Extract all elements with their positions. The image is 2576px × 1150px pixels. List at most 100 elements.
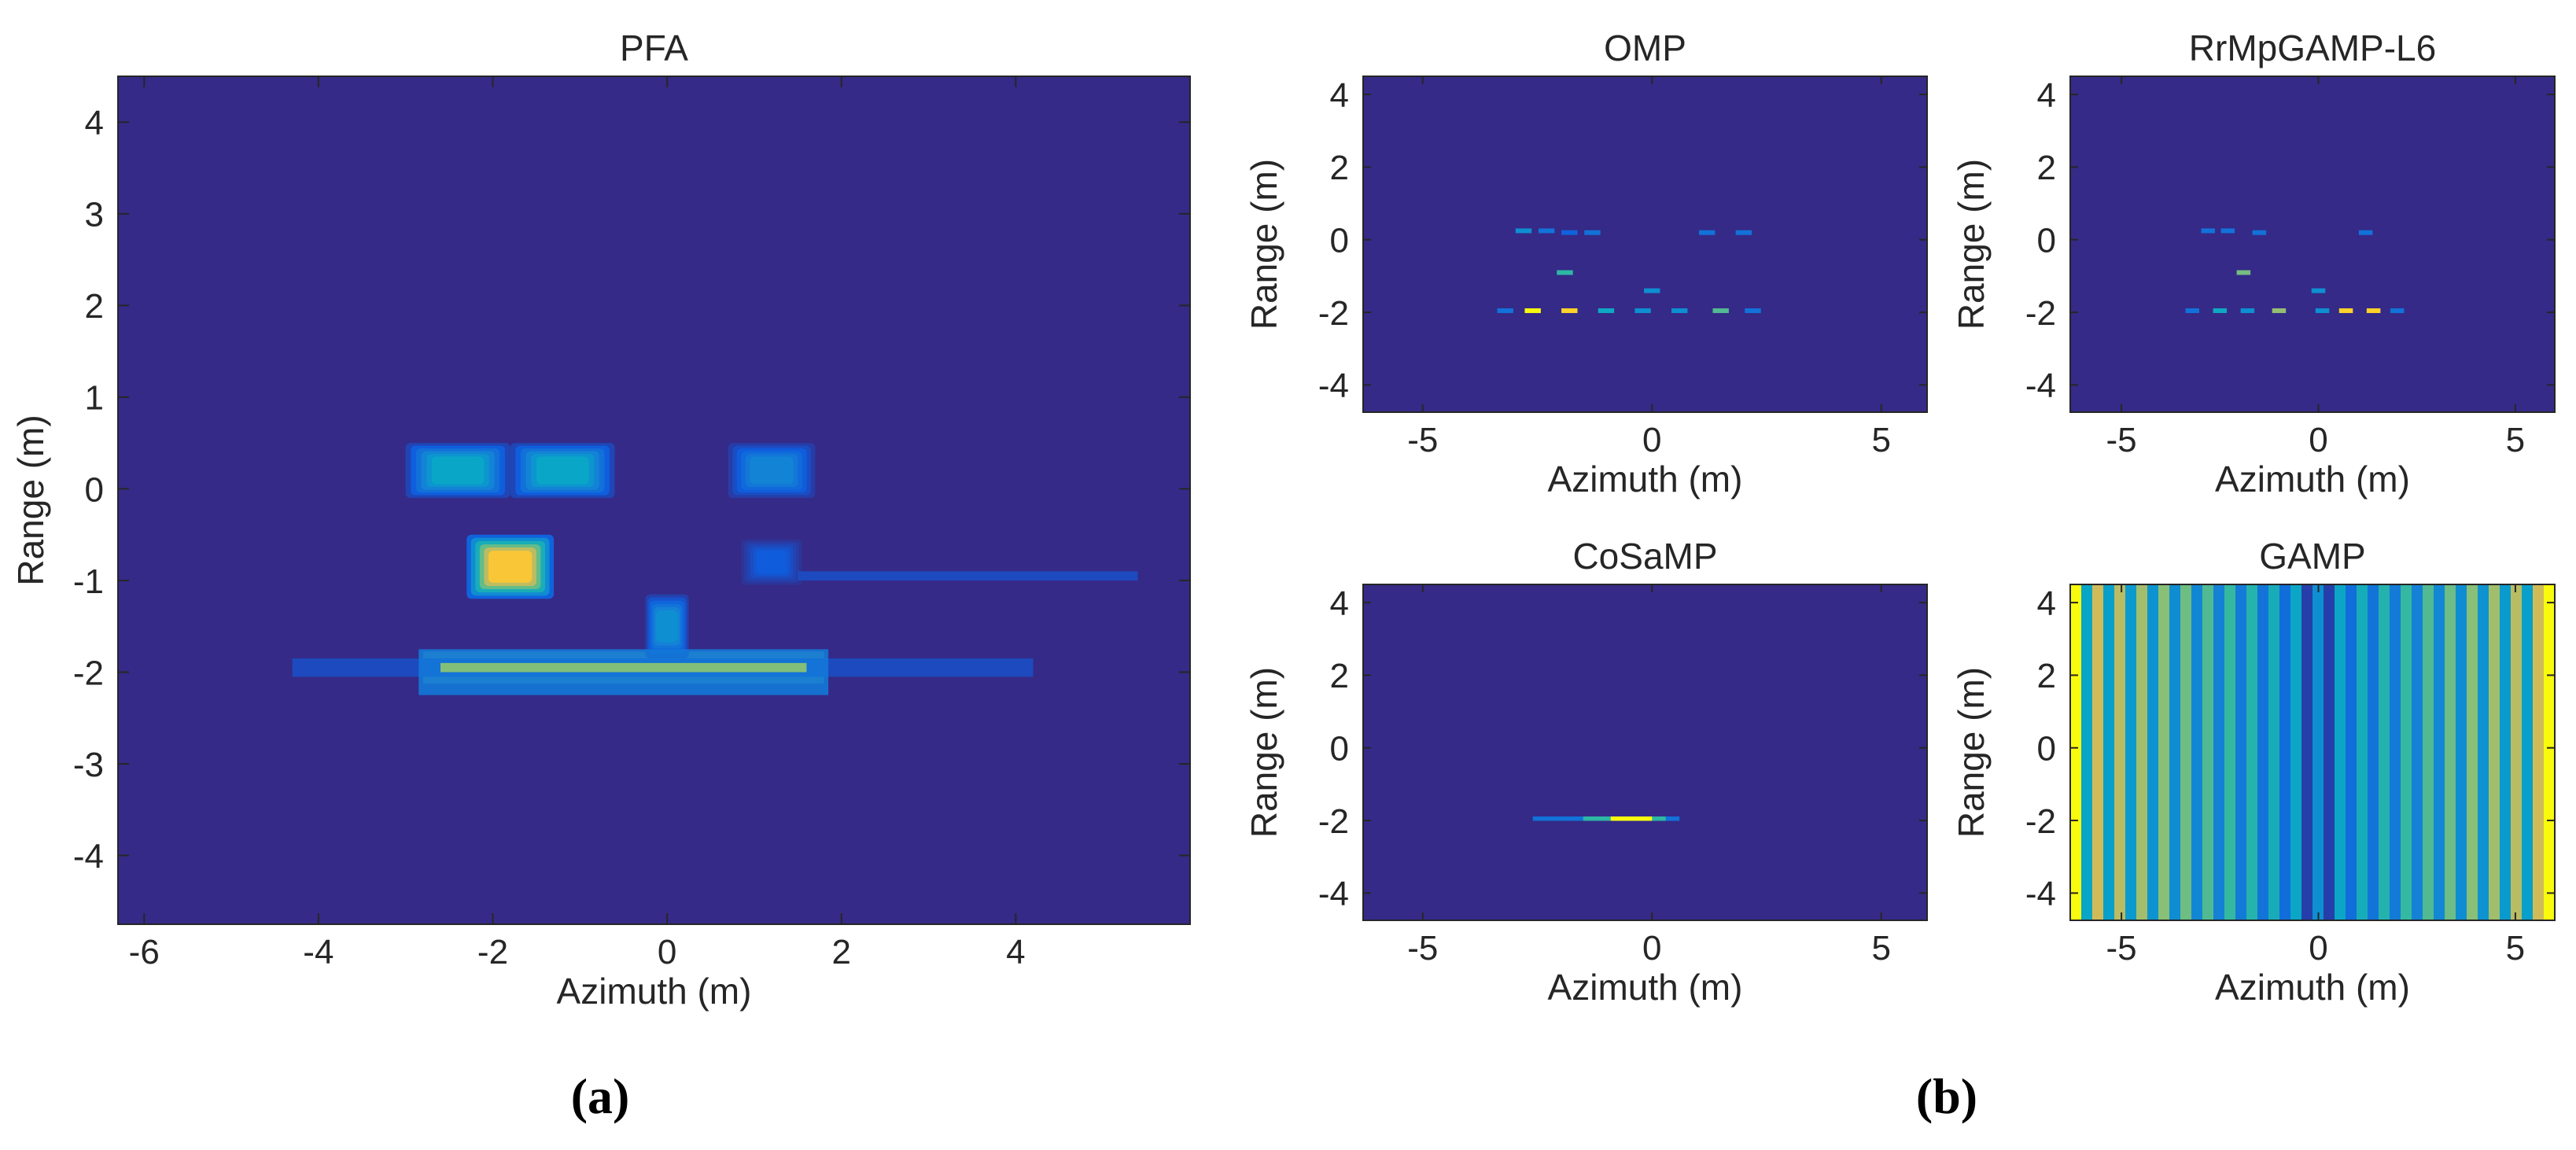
stripe-cell [2158, 584, 2170, 920]
heatmap-background [1363, 76, 1927, 412]
axes-frame [1362, 584, 1928, 921]
y-tick-label: -2 [2025, 802, 2056, 841]
stripe-cell [2511, 584, 2523, 920]
stripe-cell [2169, 584, 2181, 920]
dash-cell [1712, 308, 1729, 313]
x-tick-label: -5 [1407, 929, 1438, 968]
y-tick-label: 0 [2037, 222, 2056, 260]
axes-frame [2069, 584, 2556, 921]
stripe-cell [2235, 584, 2247, 920]
stripe-cell [2125, 584, 2137, 920]
y-tick-label: 2 [2037, 149, 2056, 187]
stripe-cell [2500, 584, 2512, 920]
dash-cell [2338, 308, 2353, 313]
x-tick-label: 5 [2506, 421, 2525, 459]
dash-cell [1634, 308, 1651, 313]
x-tick-label: -5 [2106, 929, 2137, 968]
dash-cell [1735, 230, 1752, 235]
y-tick-label: 4 [2037, 584, 2056, 623]
stripe-cell [2379, 584, 2390, 920]
dash-cell [2358, 230, 2373, 235]
stripe-cell [2279, 584, 2291, 920]
axes-pfa: -6 -4 -2 0 2 4 -4 -3 -2 -1 0 1 2 3 4 PFA Azimuth (m) Rang… [10, 28, 1191, 1012]
dash-cell [1524, 308, 1541, 313]
axes-cosamp: -5 0 5 -4 -2 0 2 4 CoSaMP Azimuth (m) Range (m) [1244, 536, 1928, 1008]
x-axis-label: Azimuth (m) [2215, 967, 2410, 1008]
axes-rrmpgamp: -5 0 5 -4 -2 0 2 4 RrMpGAMP-L6 Azimuth (m) Range (… [1951, 28, 2556, 499]
x-tick-label: 0 [2309, 929, 2327, 968]
x-tick-label: 5 [2506, 929, 2525, 968]
dash-cell [2201, 228, 2216, 234]
blob-cell [750, 456, 794, 485]
stripe-cell [2092, 584, 2104, 920]
stripe-cell [2070, 584, 2082, 920]
axes-frame [117, 76, 1191, 925]
dash-cell [2220, 228, 2235, 234]
panel-label-b: (b) [1916, 1068, 1977, 1124]
x-tick-label: 2 [832, 933, 851, 971]
x-tick-label: 5 [1871, 929, 1890, 968]
x-tick-label: -2 [477, 933, 508, 971]
y-tick-label: -4 [1318, 367, 1349, 405]
chart-title: OMP [1604, 28, 1686, 68]
stripe-cell [2401, 584, 2412, 920]
stripe-cell [2257, 584, 2269, 920]
bar-cell [798, 571, 1138, 581]
y-axis-label: Range (m) [1244, 667, 1284, 838]
y-tick-label: 0 [2037, 730, 2056, 769]
stripe-cell [2202, 584, 2214, 920]
heatmap-cells [292, 443, 1138, 695]
stripe-cell [2301, 584, 2313, 920]
stripe-cell [2224, 584, 2236, 920]
stripe-cell [2335, 584, 2346, 920]
y-tick-label: -3 [73, 746, 104, 784]
y-tick-label: -2 [2025, 294, 2056, 333]
dash-cell [2272, 308, 2287, 313]
y-tick-label: 2 [1330, 657, 1349, 695]
heatmap-cells [2185, 228, 2405, 313]
x-tick-label: 0 [1642, 421, 1661, 459]
dash-cell [1584, 230, 1601, 235]
stripe-cell [2313, 584, 2324, 920]
stripe-cell [2136, 584, 2148, 920]
y-tick-label: -2 [1318, 294, 1349, 333]
x-axis-label: Azimuth (m) [557, 971, 752, 1012]
axes-omp: -5 0 5 -4 -2 0 2 4 OMP Azimuth (m) Range (m) [1244, 28, 1928, 499]
y-tick-label: -1 [73, 562, 104, 601]
dash-cell [1515, 228, 1532, 234]
stripe-cell [2191, 584, 2203, 920]
dash-cell [1561, 308, 1578, 313]
x-tick-label: -4 [303, 933, 334, 971]
dash-cell [1671, 308, 1688, 313]
x-axis-label: Azimuth (m) [2215, 459, 2410, 499]
stripe-cell [2246, 584, 2258, 920]
chart-title: PFA [620, 28, 688, 68]
y-tick-label: 4 [1330, 76, 1349, 115]
stripe-cell [2290, 584, 2302, 920]
dash-cell [1598, 308, 1615, 313]
blob-cell [488, 551, 533, 583]
x-axis-label: Azimuth (m) [1548, 967, 1743, 1008]
panel-label-a: (a) [571, 1068, 630, 1124]
blob-cell [656, 610, 678, 643]
stripe-cell [2390, 584, 2401, 920]
dash-cell [1538, 228, 1555, 234]
heatmap-cells [1497, 228, 1761, 313]
bar-core [440, 662, 807, 673]
axes-frame [1362, 76, 1928, 413]
stripe-cell [2324, 584, 2335, 920]
blob-cell [431, 456, 485, 485]
dash-cell [2185, 308, 2200, 313]
y-axis-label: Range (m) [10, 415, 51, 585]
y-tick-label: 2 [85, 287, 104, 326]
dash-cell [1557, 270, 1573, 275]
stripe-cell [2423, 584, 2434, 920]
stripe-cell [2445, 584, 2456, 920]
chart-title: GAMP [2259, 536, 2365, 577]
stripe-cell [2114, 584, 2126, 920]
dash-cell [2252, 230, 2267, 235]
stripe-cell [2081, 584, 2093, 920]
y-tick-label: 4 [85, 104, 104, 142]
x-axis-label: Azimuth (m) [1548, 459, 1743, 499]
stripe-cell [2456, 584, 2467, 920]
